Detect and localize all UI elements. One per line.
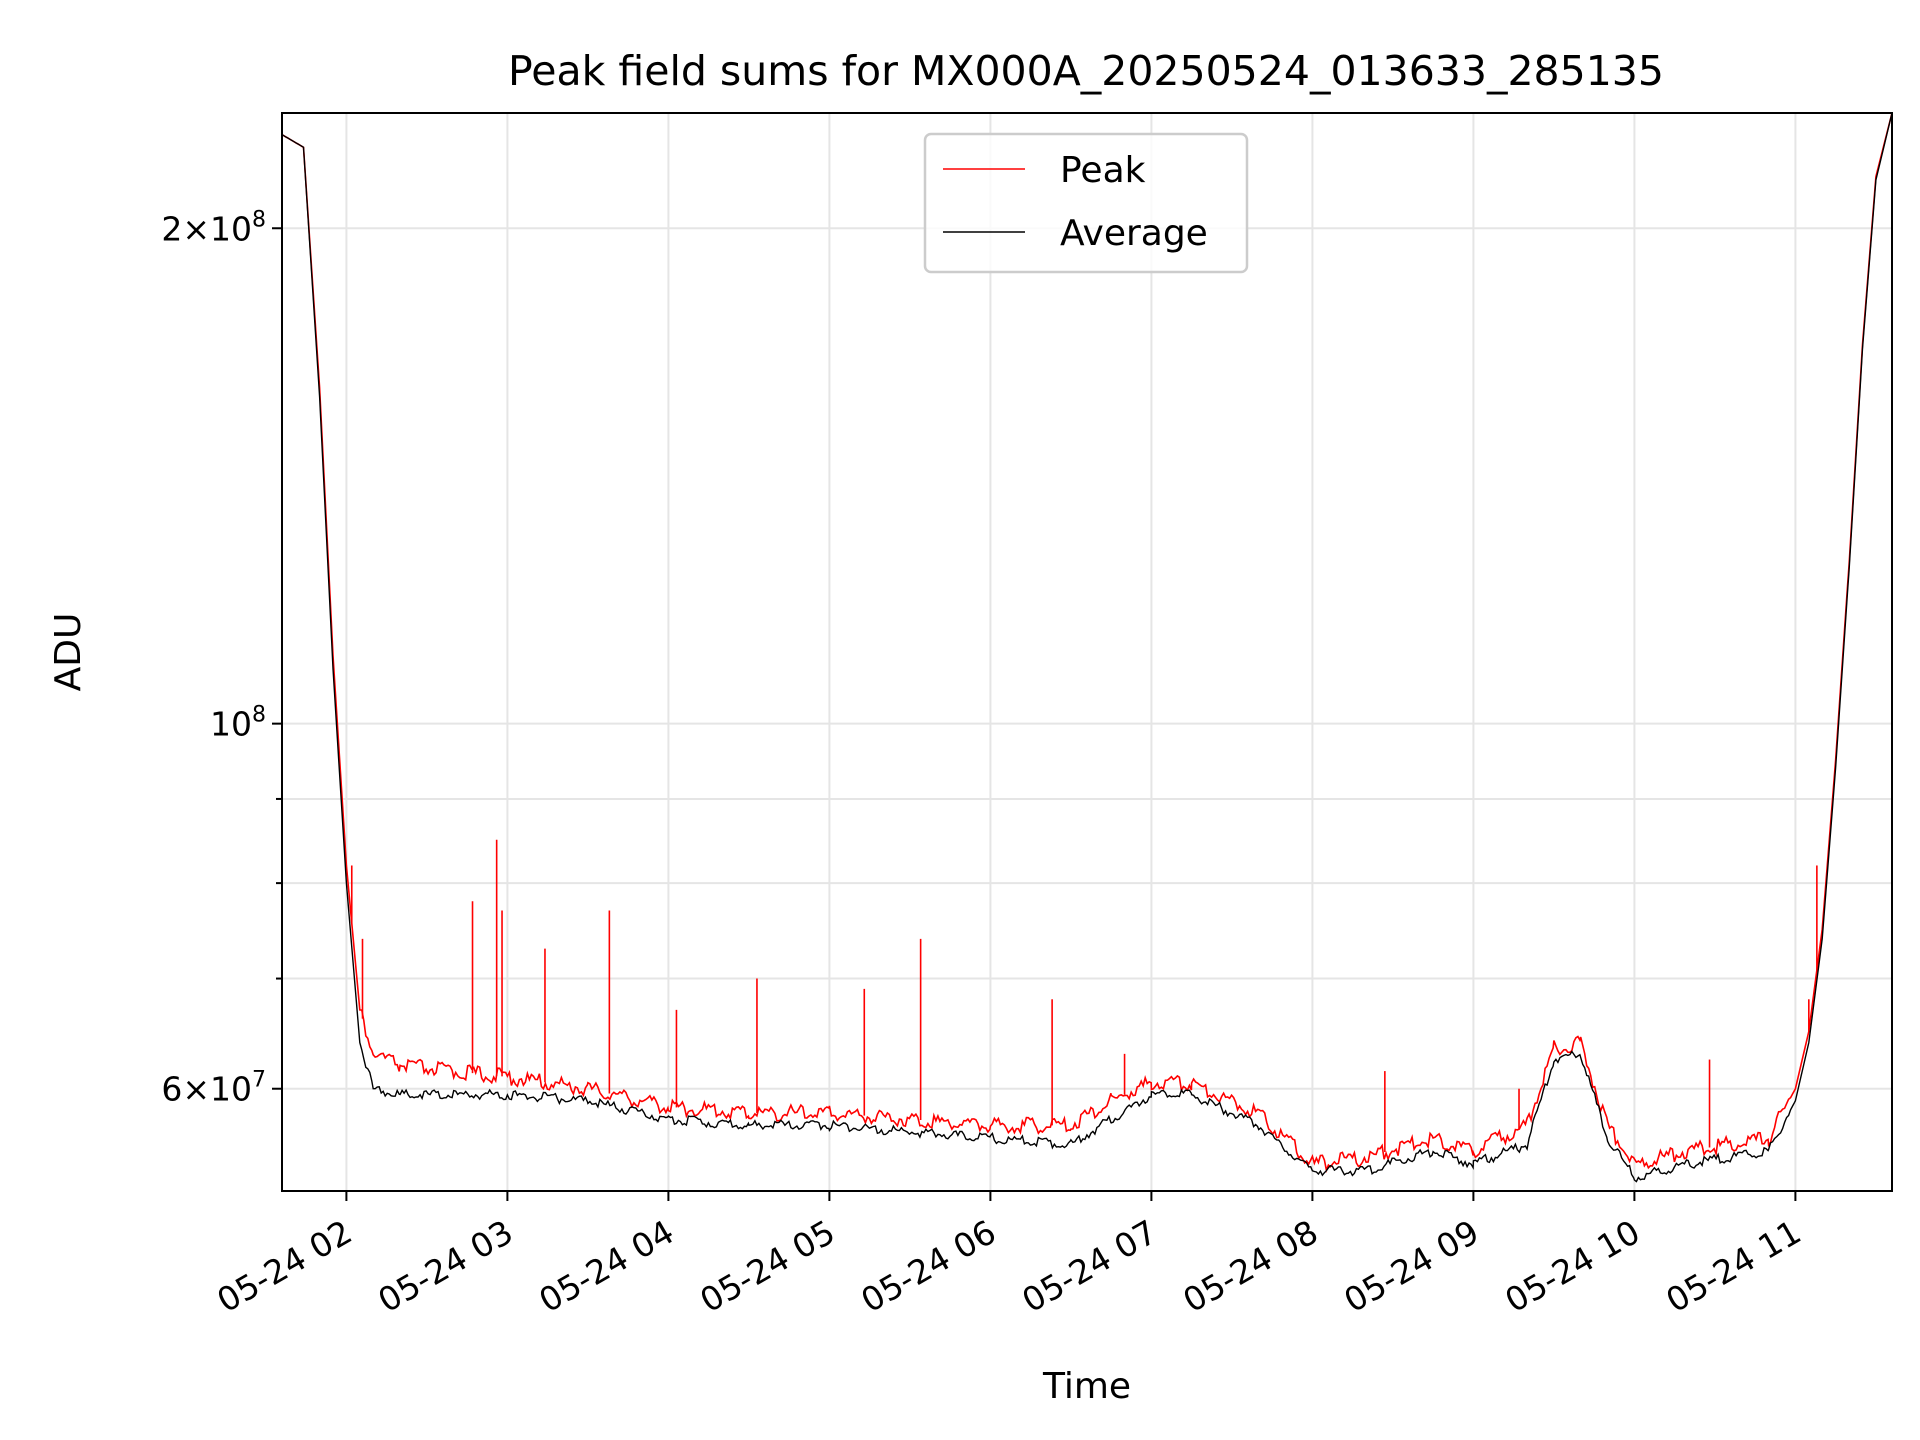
series-line-peak (281, 112, 1893, 1174)
legend-label-peak: Peak (1060, 150, 1146, 191)
x-tick-label: 05-24 05 (693, 1212, 841, 1320)
x-tick-label: 05-24 02 (210, 1212, 358, 1320)
legend-label-average: Average (1060, 213, 1208, 254)
x-tick-label: 05-24 09 (1337, 1212, 1485, 1320)
series-layer (281, 112, 1893, 1183)
plot-frame (281, 112, 1893, 1192)
x-axis-label: Time (1042, 1366, 1131, 1407)
x-tick-label: 05-24 11 (1659, 1212, 1807, 1320)
legend: Peak Average (923, 132, 1249, 274)
x-tick-label: 05-24 07 (1015, 1212, 1163, 1320)
x-tick-label: 05-24 08 (1176, 1212, 1324, 1320)
x-tick-label: 05-24 10 (1498, 1212, 1646, 1320)
y-tick-label: 2×108 (161, 207, 266, 248)
x-tick-label: 05-24 04 (532, 1212, 680, 1320)
x-tick-label: 05-24 03 (371, 1212, 519, 1320)
grid (282, 113, 1892, 1191)
y-axis: 6×107 108 2×108 (161, 207, 282, 1109)
x-tick-label: 05-24 06 (854, 1212, 1002, 1320)
series-line-average (281, 112, 1893, 1183)
x-axis: 05-24 02 05-24 03 05-24 04 05-24 05 05-24 06… (210, 1191, 1807, 1320)
y-tick-label: 108 (210, 703, 266, 744)
y-axis-label: ADU (48, 613, 89, 692)
y-tick-label: 6×107 (161, 1068, 266, 1109)
chart-title: Peak field sums for MX000A_20250524_0136… (508, 47, 1664, 95)
